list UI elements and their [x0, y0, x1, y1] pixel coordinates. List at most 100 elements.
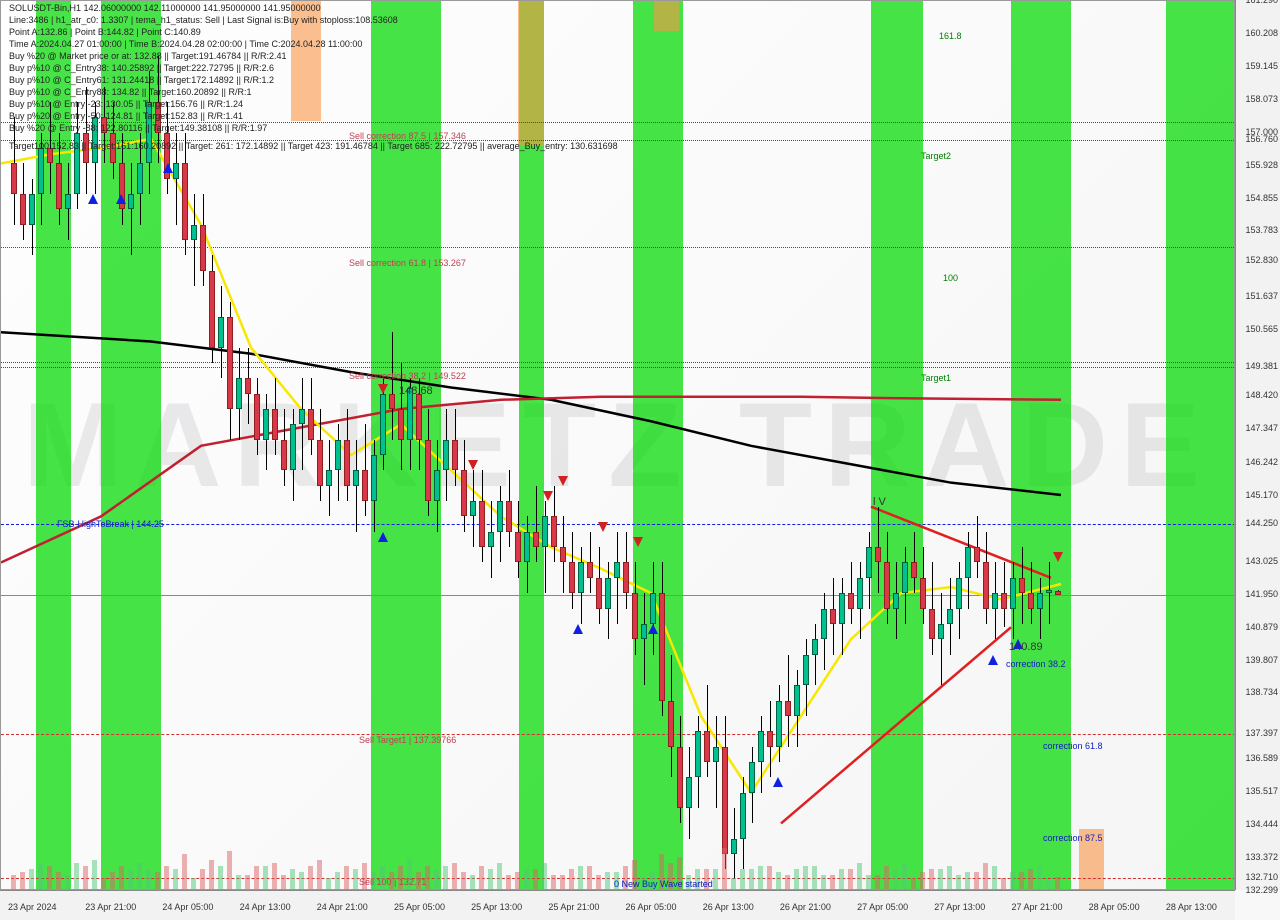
fib-1618: 161.8	[939, 31, 962, 41]
arrow-down-icon	[633, 537, 643, 547]
y-tick: 140.879	[1245, 622, 1278, 632]
y-tick: 133.372	[1245, 852, 1278, 862]
volume-bar	[128, 869, 133, 889]
corr-875: correction 87.5	[1043, 833, 1103, 843]
arrow-up-icon	[988, 655, 998, 665]
volume-bar	[812, 866, 817, 889]
x-tick: 27 Apr 13:00	[934, 902, 985, 912]
volume-bar	[245, 875, 250, 889]
volume-bar	[20, 872, 25, 889]
y-tick: 134.444	[1245, 819, 1278, 829]
volume-bar	[803, 866, 808, 889]
volume-bar	[830, 875, 835, 889]
x-axis: 23 Apr 202423 Apr 21:0024 Apr 05:0024 Ap…	[0, 890, 1235, 920]
horizontal-line	[1, 595, 1235, 596]
arrow-up-icon	[378, 532, 388, 542]
volume-bar	[542, 863, 547, 889]
corr-618: correction 61.8	[1043, 741, 1103, 751]
y-tick: 137.397	[1245, 728, 1278, 738]
x-tick: 26 Apr 13:00	[703, 902, 754, 912]
volume-bar	[263, 866, 268, 889]
volume-bar	[821, 875, 826, 889]
volume-bar	[929, 869, 934, 889]
volume-bar	[146, 869, 151, 889]
buy-line: Buy %20 @ Entry -88: 122.80116 || Target…	[9, 123, 267, 133]
x-tick: 28 Apr 05:00	[1089, 902, 1140, 912]
volume-bar	[1055, 877, 1060, 889]
horizontal-line	[1, 734, 1235, 735]
volume-bar	[236, 875, 241, 889]
price-14089: 140.89	[1009, 641, 1043, 653]
target1-label: Target1	[921, 373, 951, 383]
volume-bar	[434, 869, 439, 889]
volume-bar	[560, 875, 565, 889]
volume-bar	[182, 854, 187, 889]
volume-bar	[452, 863, 457, 889]
volume-bar	[866, 875, 871, 889]
chart-title: SOLUSDT-Bin,H1 142.06000000 142.11000000…	[9, 3, 321, 13]
chart-area[interactable]: MARKETZ TRADE SOLUSDT-Bin,H1 142.0600000…	[0, 0, 1235, 890]
arrow-down-icon	[468, 460, 478, 470]
volume-bar	[974, 872, 979, 889]
info-line-3: Point A:132.86 | Point B:144.82 | Point …	[9, 27, 201, 37]
volume-bar	[29, 869, 34, 889]
volume-bar	[191, 878, 196, 889]
fib-100: 100	[943, 273, 958, 283]
y-tick: 161.290	[1245, 0, 1278, 5]
volume-bar	[875, 875, 880, 889]
volume-bar	[1037, 866, 1042, 889]
volume-bar	[1019, 872, 1024, 889]
volume-bar	[47, 866, 52, 889]
arrow-down-icon	[598, 522, 608, 532]
y-axis: 161.290160.208159.145158.073157.000156.7…	[1235, 0, 1280, 890]
y-tick: 156.760	[1245, 134, 1278, 144]
y-tick: 138.734	[1245, 687, 1278, 697]
orange-zone	[654, 1, 679, 31]
x-tick: 25 Apr 21:00	[548, 902, 599, 912]
volume-bar	[722, 848, 727, 889]
x-tick: 25 Apr 13:00	[471, 902, 522, 912]
volume-bar	[227, 851, 232, 889]
info-line-4: Time A:2024.04.27 01:00:00 | Time B:2024…	[9, 39, 362, 49]
green-zone	[1011, 1, 1071, 890]
volume-bar	[767, 866, 772, 889]
volume-bar	[209, 860, 214, 889]
y-tick: 152.830	[1245, 255, 1278, 265]
volume-bar	[317, 860, 322, 889]
volume-bar	[83, 866, 88, 889]
green-zone	[871, 1, 923, 890]
volume-bar	[344, 866, 349, 889]
y-tick: 135.517	[1245, 786, 1278, 796]
volume-bar	[938, 869, 943, 889]
y-tick: 151.637	[1245, 291, 1278, 301]
volume-bar	[983, 863, 988, 889]
x-tick: 26 Apr 05:00	[626, 902, 677, 912]
buy-line: Buy p%10 @ Entry -23: 130.05 || Target:1…	[9, 99, 243, 109]
x-tick: 23 Apr 21:00	[85, 902, 136, 912]
target2-label: Target2	[921, 151, 951, 161]
x-tick: 24 Apr 05:00	[162, 902, 213, 912]
volume-bar	[731, 878, 736, 889]
arrow-down-icon	[378, 384, 388, 394]
volume-bar	[488, 869, 493, 889]
volume-bar	[92, 860, 97, 889]
volume-bar	[11, 875, 16, 889]
x-tick: 28 Apr 13:00	[1166, 902, 1217, 912]
volume-bar	[254, 866, 259, 889]
volume-bar	[758, 866, 763, 889]
buy-line: Buy %20 @ Market price or at: 132.88 || …	[9, 51, 286, 61]
volume-bar	[596, 875, 601, 889]
y-tick: 141.950	[1245, 589, 1278, 599]
volume-bar	[308, 866, 313, 889]
y-tick: 153.783	[1245, 225, 1278, 235]
volume-bar	[479, 866, 484, 889]
volume-bar	[200, 869, 205, 889]
volume-bar	[101, 878, 106, 889]
volume-bar	[848, 869, 853, 889]
chart-container: MARKETZ TRADE SOLUSDT-Bin,H1 142.0600000…	[0, 0, 1280, 920]
sell-corr-875: Sell correction 87.5 | 157.346	[349, 131, 466, 141]
sell-corr-618: Sell correction 61.8 | 153.267	[349, 258, 466, 268]
volume-bar	[353, 869, 358, 889]
y-tick: 132.299	[1245, 885, 1278, 895]
volume-bar	[533, 869, 538, 889]
